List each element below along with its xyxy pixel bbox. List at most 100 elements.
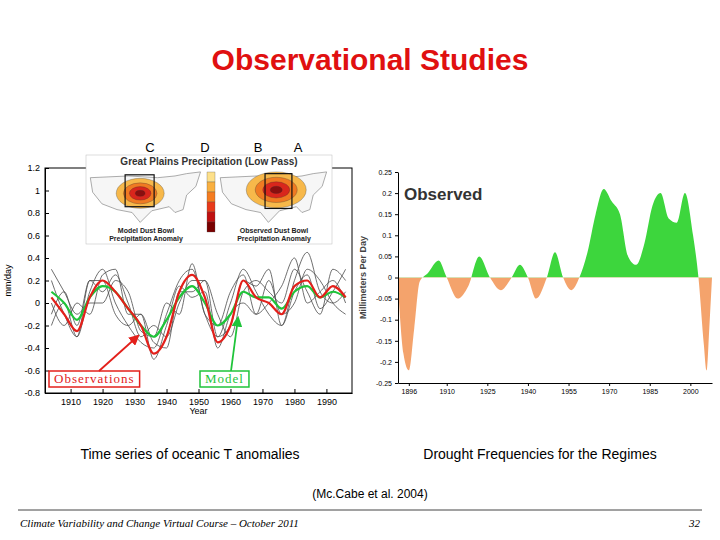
x-tick-mark bbox=[230, 389, 231, 393]
x-tick-mark bbox=[135, 389, 136, 393]
map-region-box bbox=[265, 174, 292, 209]
inset-background bbox=[86, 155, 332, 244]
y-tick-label: 0.05 bbox=[378, 253, 392, 260]
page-number: 32 bbox=[688, 517, 701, 529]
footer-rule bbox=[18, 510, 702, 511]
x-tick-label: 1930 bbox=[125, 397, 145, 407]
map-anomaly bbox=[135, 190, 145, 196]
y-tick-label: 0 bbox=[388, 274, 392, 281]
y-axis-line bbox=[398, 173, 399, 384]
y-tick: -0.4 bbox=[24, 343, 49, 353]
legend-item: Model bbox=[200, 318, 249, 387]
y-tick-mark bbox=[395, 341, 398, 342]
slide: Observational Studies1910192019301940195… bbox=[0, 0, 720, 540]
x-axis: 1910 1920 1930 1940 1950 1960 1970 1980 1990 bbox=[46, 389, 353, 407]
map-anomaly bbox=[255, 177, 297, 202]
y-tick-label: 0.15 bbox=[378, 211, 392, 218]
y-tick: 0.4 bbox=[27, 253, 49, 263]
panel-label: A bbox=[294, 140, 303, 155]
x-tick-label: 1940 bbox=[157, 397, 177, 407]
y-tick-label: 1.2 bbox=[27, 163, 40, 173]
x-tick-label: 1990 bbox=[317, 397, 337, 407]
series-line bbox=[51, 286, 345, 337]
legend-item: Observations bbox=[49, 336, 140, 387]
y-tick-mark bbox=[45, 326, 49, 327]
map-outline bbox=[220, 172, 326, 222]
map-anomaly bbox=[123, 183, 157, 204]
x-tick: 1950 bbox=[189, 389, 209, 407]
y-tick-label: -0.6 bbox=[24, 366, 40, 376]
x-tick: 1925 bbox=[480, 383, 496, 395]
y-tick-label: -0.15 bbox=[376, 338, 392, 345]
x-axis-line bbox=[399, 383, 713, 384]
caption: Drought Frequencies for the Regimes bbox=[423, 446, 656, 462]
map-region-box bbox=[125, 175, 154, 207]
ensemble-line bbox=[51, 269, 345, 359]
x-tick-label: 1955 bbox=[561, 388, 577, 395]
y-tick-mark bbox=[45, 281, 49, 282]
x-tick: 1970 bbox=[602, 383, 618, 395]
y-tick: 0.2 bbox=[382, 190, 398, 197]
y-tick-label: -0.2 bbox=[24, 321, 40, 331]
x-tick-mark bbox=[650, 383, 651, 386]
y-tick: -0.2 bbox=[24, 321, 49, 331]
x-tick-label: 1960 bbox=[221, 397, 241, 407]
x-tick-mark bbox=[103, 389, 104, 393]
x-tick-mark bbox=[199, 389, 200, 393]
colorbar-swatch bbox=[207, 172, 215, 182]
y-axis-title: mm/day bbox=[3, 264, 13, 297]
x-tick-mark bbox=[447, 383, 448, 386]
ensemble-line bbox=[51, 269, 345, 337]
y-tick-mark bbox=[45, 168, 49, 169]
x-tick-label: 1910 bbox=[439, 388, 455, 395]
y-tick-label: 0.6 bbox=[27, 231, 40, 241]
x-tick: 1940 bbox=[521, 383, 537, 395]
inset-maps: Great Plains Precipitation (Low Pass)Mod… bbox=[86, 155, 332, 244]
y-tick-label: -0.2 bbox=[380, 359, 392, 366]
x-tick: 1985 bbox=[642, 383, 658, 395]
x-tick-label: 1920 bbox=[93, 397, 113, 407]
legend-label: Observations bbox=[54, 371, 135, 386]
x-axis: 1896 1910 1925 1940 1955 1970 1985 2000 bbox=[399, 383, 713, 395]
y-tick-mark bbox=[395, 320, 398, 321]
colorbar-swatch bbox=[207, 202, 215, 212]
y-axis: -0.25-0.2-0.15-0.1-0.0500.050.10.150.20.… bbox=[376, 169, 398, 387]
y-tick: -0.25 bbox=[376, 380, 398, 387]
x-tick: 2000 bbox=[683, 383, 699, 395]
x-tick: 1910 bbox=[61, 389, 81, 407]
x-tick-label: 1896 bbox=[402, 388, 418, 395]
x-tick: 1960 bbox=[221, 389, 241, 407]
y-tick: 0.1 bbox=[382, 232, 398, 239]
map-caption: Precipitation Anomaly bbox=[109, 235, 183, 243]
y-tick: -0.1 bbox=[380, 316, 398, 323]
y-tick-mark bbox=[395, 172, 398, 173]
y-tick: 0.15 bbox=[378, 211, 398, 218]
y-tick-mark bbox=[45, 303, 49, 304]
map-anomaly bbox=[246, 172, 306, 208]
y-tick-label: -0.25 bbox=[376, 380, 392, 387]
y-tick-label: -0.4 bbox=[24, 343, 40, 353]
ensemble-line bbox=[51, 252, 345, 348]
y-tick-mark bbox=[395, 299, 398, 300]
x-tick-mark bbox=[326, 389, 327, 393]
inset-title: Great Plains Precipitation (Low Pass) bbox=[120, 156, 297, 167]
series-area bbox=[398, 278, 712, 371]
y-tick-label: -0.1 bbox=[380, 316, 392, 323]
colorbar-swatch bbox=[207, 212, 215, 222]
y-tick: 1.2 bbox=[27, 163, 49, 173]
caption: Time series of oceanic T anomalies bbox=[80, 446, 299, 462]
y-tick-mark bbox=[45, 213, 49, 214]
x-tick-mark bbox=[167, 389, 168, 393]
legend-label: Model bbox=[205, 371, 244, 386]
x-tick: 1970 bbox=[253, 389, 273, 407]
x-tick: 1920 bbox=[93, 389, 113, 407]
colorbar-swatch bbox=[207, 182, 215, 192]
x-tick: 1980 bbox=[285, 389, 305, 407]
citation: (Mc.Cabe et al. 2004) bbox=[312, 487, 427, 501]
panel-label: D bbox=[200, 140, 209, 155]
y-tick-label: 0 bbox=[35, 298, 40, 308]
y-tick-mark bbox=[45, 393, 49, 394]
y-tick-label: 0.2 bbox=[382, 190, 392, 197]
x-tick: 1955 bbox=[561, 383, 577, 395]
y-tick: -0.6 bbox=[24, 366, 49, 376]
